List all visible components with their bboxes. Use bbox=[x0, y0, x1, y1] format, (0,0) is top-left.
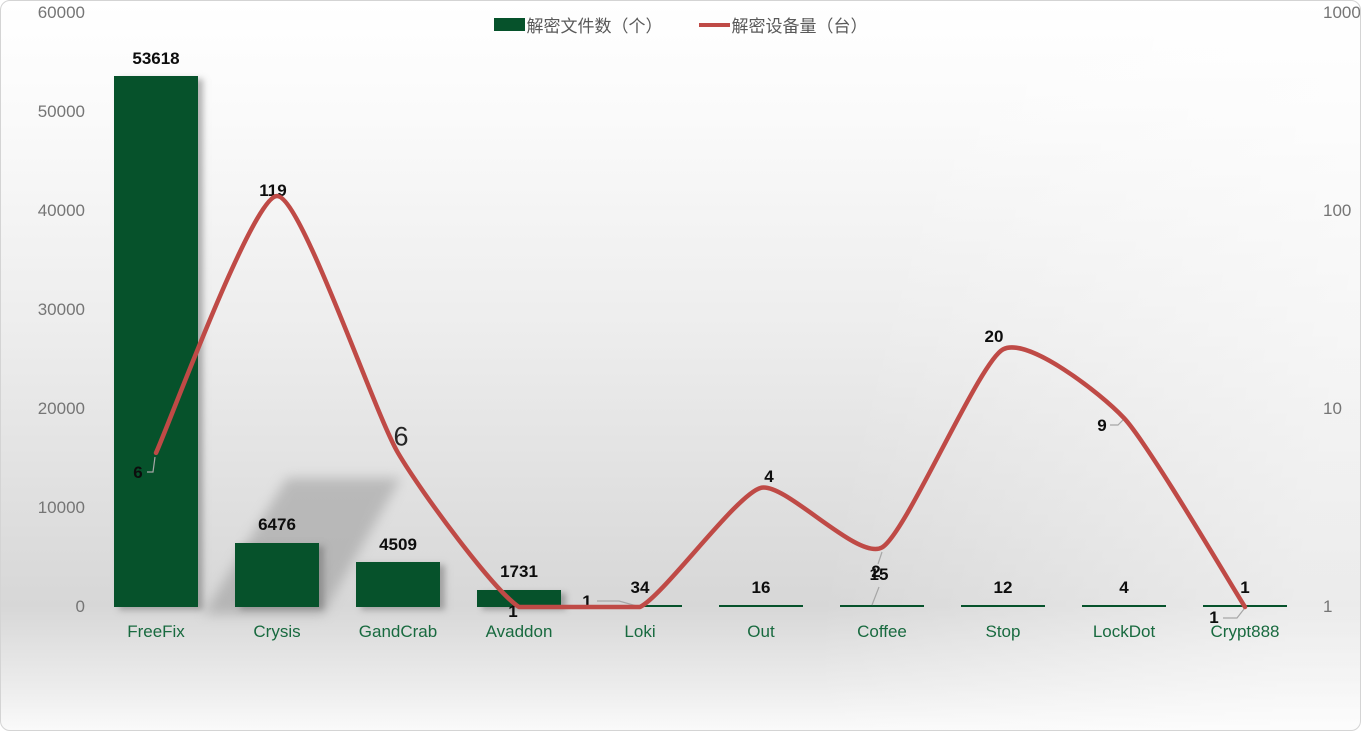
y-axis-tick-right: 1000 bbox=[1323, 3, 1361, 22]
devices-line-series bbox=[153, 193, 1248, 610]
x-axis-category-label: Coffee bbox=[857, 622, 907, 641]
bar-value-label: 15 bbox=[869, 565, 889, 584]
y-axis-tick-left: 50000 bbox=[37, 102, 85, 121]
leader-freefix bbox=[147, 456, 156, 473]
bar bbox=[235, 542, 319, 607]
line-value-label: 1 bbox=[508, 602, 518, 621]
legend: 解密文件数（个） 解密设备量（台） bbox=[493, 12, 868, 37]
x-axis-category-label: Avaddon bbox=[485, 622, 553, 641]
y-axis-tick-right: 100 bbox=[1323, 201, 1352, 220]
line-value-label: 20 bbox=[984, 327, 1004, 346]
line-value-label: 6 bbox=[133, 463, 143, 482]
bar bbox=[356, 562, 440, 607]
line-value-label: 9 bbox=[1097, 416, 1107, 435]
bar-perspective-shadow bbox=[204, 478, 401, 614]
bar bbox=[114, 76, 198, 607]
bar-value-label: 12 bbox=[993, 577, 1013, 597]
y-axis-tick-left: 10000 bbox=[37, 498, 85, 517]
y-axis-tick-right: 10 bbox=[1323, 399, 1342, 418]
bar-value-label: 6476 bbox=[258, 515, 296, 535]
x-axis-category-label: LockDot bbox=[1092, 622, 1156, 641]
line-value-label: 2 bbox=[871, 562, 881, 581]
x-axis-category-label: Out bbox=[747, 622, 775, 641]
x-axis-category-label: FreeFix bbox=[127, 622, 185, 641]
bar bbox=[477, 589, 561, 607]
bar bbox=[840, 605, 924, 607]
y-axis-tick-left: 30000 bbox=[37, 300, 85, 319]
x-axis-category-label: Loki bbox=[624, 622, 656, 641]
y-axis-tick-left: 20000 bbox=[37, 399, 85, 418]
bar-value-label: 4 bbox=[1119, 577, 1129, 597]
line-value-label: 1 bbox=[1209, 608, 1219, 627]
bar-value-label: 16 bbox=[751, 577, 771, 597]
bar-value-label: 34 bbox=[630, 577, 650, 597]
leader-crypt888 bbox=[1223, 608, 1245, 619]
x-axis-category-label: Stop bbox=[985, 622, 1021, 641]
line-value-label: 6 bbox=[393, 421, 409, 452]
bar bbox=[961, 605, 1045, 607]
y-axis-tick-left: 0 bbox=[75, 597, 85, 616]
bar bbox=[1203, 605, 1287, 607]
y-axis-tick-left: 40000 bbox=[37, 201, 85, 220]
x-axis-category-label: Crypt888 bbox=[1210, 622, 1280, 641]
label-leader-lines bbox=[147, 419, 1245, 619]
bar-value-label: 1731 bbox=[500, 562, 538, 582]
x-axis-category-label: GandCrab bbox=[358, 622, 438, 641]
bar bbox=[598, 605, 682, 607]
bar-value-label: 1 bbox=[1240, 577, 1250, 597]
line-swatch-icon bbox=[698, 22, 730, 27]
bar-swatch-icon bbox=[493, 18, 525, 31]
y-axis-tick-left: 60000 bbox=[37, 3, 85, 22]
legend-label-files: 解密文件数（个） bbox=[526, 17, 663, 36]
legend-item-devices: 解密设备量（台） bbox=[698, 12, 868, 37]
bar-value-label: 4509 bbox=[379, 534, 417, 554]
line-value-label: 119 bbox=[259, 181, 287, 200]
line-value-label: 4 bbox=[764, 467, 774, 486]
leader-coffee-bar bbox=[871, 586, 880, 606]
bar bbox=[1082, 605, 1166, 607]
bar bbox=[719, 605, 803, 607]
bar-value-label: 53618 bbox=[132, 48, 180, 68]
leader-loki bbox=[597, 600, 638, 607]
line-value-label: 1 bbox=[582, 592, 592, 611]
leader-coffee-line bbox=[877, 551, 883, 565]
legend-item-files: 解密文件数（个） bbox=[493, 12, 663, 37]
y-axis-tick-right: 1 bbox=[1323, 597, 1333, 616]
x-axis-category-label: Crysis bbox=[253, 622, 301, 641]
legend-label-devices: 解密设备量（台） bbox=[731, 17, 868, 36]
leader-lockdot bbox=[1110, 419, 1124, 426]
